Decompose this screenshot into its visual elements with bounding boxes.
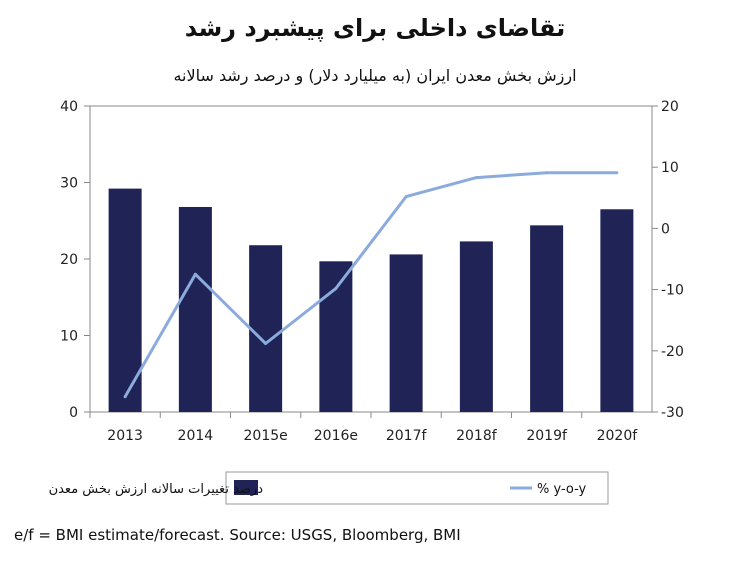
- chart-title: تقاضای داخلی برای پیشبرد رشد: [184, 14, 566, 42]
- yoy-point-2019f: [545, 171, 549, 175]
- x-tick-label: 2016e: [314, 428, 358, 444]
- bar-2019f: [530, 225, 564, 412]
- x-tick-label: 2017f: [386, 428, 428, 444]
- x-tick-label: 2015e: [244, 428, 288, 444]
- x-tick-label: 2019f: [526, 428, 568, 444]
- yoy-point-2016e: [334, 286, 338, 290]
- legend-bar-label: درصد تغییرات سالانه ارزش بخش معدن: [49, 482, 264, 497]
- x-tick-label: 2014: [178, 428, 214, 444]
- bar-2014: [178, 206, 212, 412]
- x-tick-label: 2020f: [597, 428, 639, 444]
- legend-box: [225, 471, 609, 505]
- left-tick-label: 10: [60, 329, 78, 345]
- right-tick-label: 0: [661, 221, 670, 237]
- bar-2018f: [459, 241, 493, 412]
- footnote: e/f = BMI estimate/forecast. Source: USG…: [14, 526, 461, 544]
- right-tick-label: -10: [661, 283, 684, 299]
- bar-2017f: [389, 254, 423, 412]
- yoy-line: [123, 171, 617, 398]
- left-tick-label: 40: [60, 99, 78, 115]
- plot-area: [89, 105, 653, 413]
- legend-bar-swatch: [234, 480, 258, 495]
- right-tick-label: 20: [661, 99, 679, 115]
- yoy-point-2013: [123, 395, 127, 399]
- yoy-point-2018f: [474, 176, 478, 180]
- yoy-point-2014: [193, 272, 197, 276]
- legend-line-label: % y-o-y: [537, 482, 587, 497]
- bar-2020f: [600, 209, 634, 412]
- yoy-point-2015e: [264, 341, 268, 345]
- x-tick-label: 2013: [107, 428, 143, 444]
- bar-2016e: [319, 261, 353, 412]
- x-tick-label: 2018f: [456, 428, 498, 444]
- yoy-point-2017f: [404, 195, 408, 199]
- left-tick-label: 30: [60, 176, 78, 192]
- chart-subtitle: ارزش بخش معدن ایران (به میلیارد دلار) و …: [173, 66, 577, 85]
- right-tick-label: -30: [661, 405, 684, 421]
- yoy-point-2020f: [615, 171, 619, 175]
- right-tick-label: 10: [661, 160, 679, 176]
- right-tick-label: -20: [661, 344, 684, 360]
- left-tick-label: 0: [69, 405, 78, 421]
- bar-2015e: [249, 245, 283, 412]
- left-tick-label: 20: [60, 252, 78, 268]
